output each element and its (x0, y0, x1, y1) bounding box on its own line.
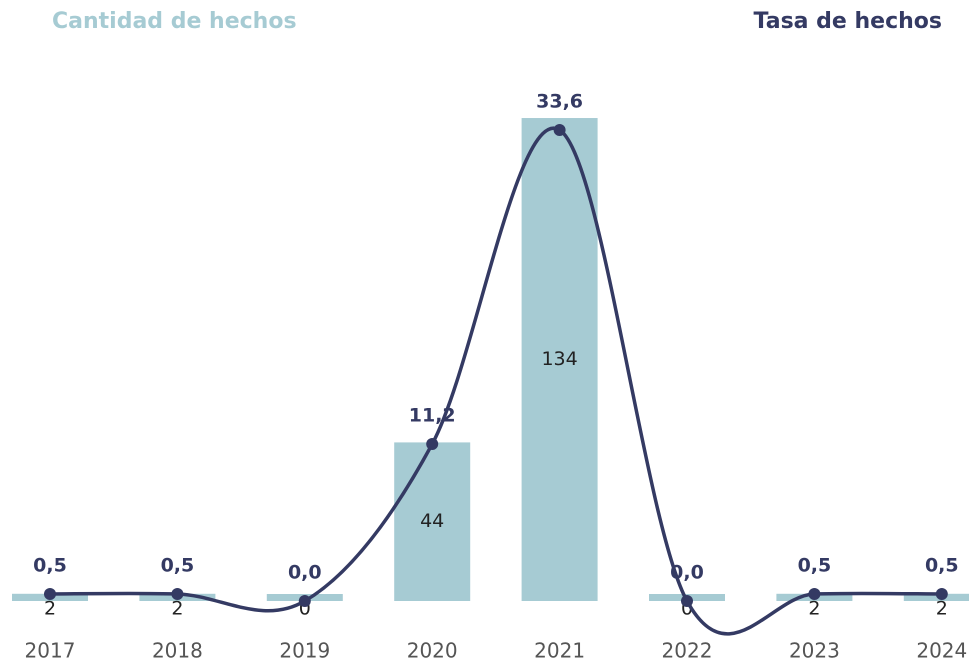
line-point (171, 587, 184, 600)
bar (521, 118, 598, 602)
x-tick-label: 2018 (152, 639, 203, 663)
bar (903, 593, 969, 601)
line-point (298, 595, 311, 607)
line-label: 0,5 (798, 554, 832, 576)
bar-label: 2 (44, 598, 56, 620)
line-label: 0,0 (288, 562, 322, 584)
line-label: 11,2 (409, 405, 456, 427)
line-point (681, 595, 693, 607)
line-point (553, 124, 566, 137)
line-label: 0,5 (925, 554, 959, 576)
line-label: 33,6 (536, 91, 583, 113)
x-tick-label: 2020 (407, 639, 458, 663)
bar (394, 442, 471, 601)
x-tick-label: 2021 (534, 639, 585, 663)
line-label: 0,0 (670, 562, 704, 584)
line (49, 126, 942, 636)
legend-entry: Tasa de hechos (754, 9, 942, 34)
line-label: 0,5 (161, 554, 195, 576)
line-label: 0,5 (33, 554, 67, 576)
x-tick-label: 2022 (662, 639, 713, 663)
line-point (808, 587, 821, 600)
x-tick-label: 2017 (25, 639, 76, 663)
legend-entry: Cantidad de hechos (52, 9, 297, 34)
line-point (426, 438, 439, 451)
bar-label: 44 (420, 510, 444, 532)
bar-label: 2 (936, 598, 948, 620)
line-point (935, 587, 948, 600)
bar-label: 2 (808, 598, 820, 620)
bar-label: 134 (541, 348, 577, 370)
x-tick-label: 2024 (916, 639, 967, 663)
bar-label: 2 (171, 598, 183, 620)
line-point (44, 587, 56, 600)
x-tick-label: 2019 (279, 639, 330, 663)
x-tick-label: 2023 (789, 639, 840, 663)
